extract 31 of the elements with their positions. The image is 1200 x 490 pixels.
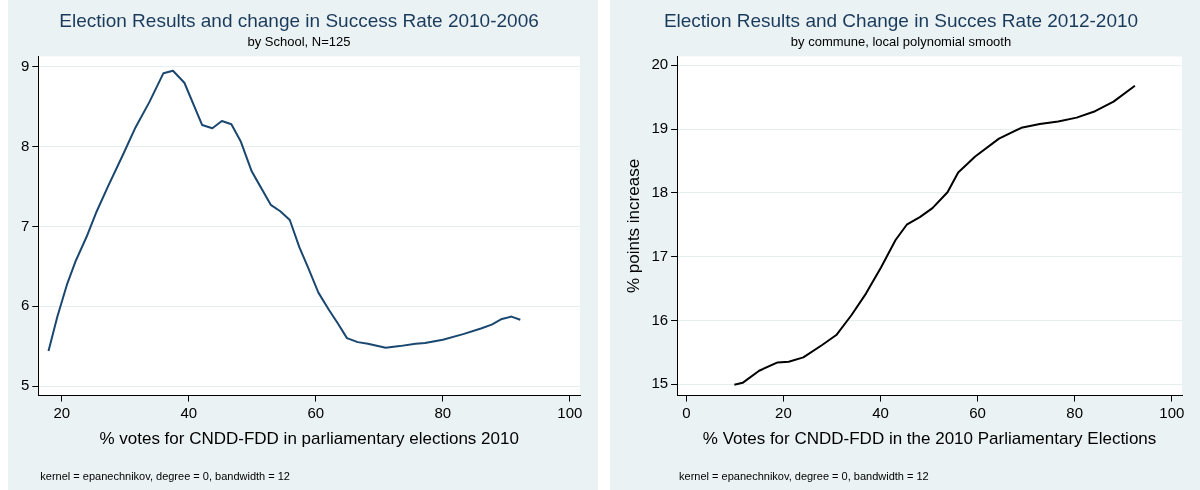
y-tick-label: 9 (21, 56, 30, 74)
y-tick-label: 19 (651, 119, 669, 137)
x-tick-label: 20 (775, 403, 792, 421)
x-tick-label: 100 (557, 403, 583, 421)
x-axis-title: % votes for CNDD-FDD in parliamentary elections 2010 (99, 429, 519, 449)
x-tick-label: 60 (969, 403, 986, 421)
y-tick-label: 17 (651, 246, 669, 264)
y-tick-label: 7 (21, 216, 30, 234)
chart-title: Election Results and Change in Succes Rate 2012-2010 (663, 9, 1139, 31)
y-tick-label: 5 (21, 376, 30, 394)
text: kernel = epanechnikov, degree = 0, bandwidth = 12 (40, 470, 290, 482)
x-tick-label: 100 (1159, 403, 1185, 421)
y-tick-label: 15 (651, 374, 669, 392)
y-tick-label: 8 (21, 136, 30, 154)
x-tick-label: 40 (180, 403, 198, 421)
y-axis-title: % points increase (623, 158, 643, 294)
x-tick-label: 20 (53, 403, 71, 421)
y-tick-label: 20 (651, 55, 669, 73)
x-tick-label: 0 (682, 403, 691, 421)
x-tick-label: 80 (434, 403, 452, 421)
chart-subtitle: by School, N=125 (247, 34, 351, 50)
x-axis-title: % Votes for CNDD-FDD in the 2010 Parliamentary Elections (702, 429, 1157, 449)
y-tick-label: 6 (21, 296, 30, 314)
text: kernel = epanechnikov, degree = 0, bandwidth = 12 (679, 470, 929, 482)
chart-title: Election Results and change in Success Rate 2010-2006 (59, 9, 539, 31)
y-tick-label: 18 (651, 182, 669, 200)
chart-subtitle: by commune, local polynomial smooth (790, 34, 1012, 50)
x-tick-label: 80 (1066, 403, 1084, 421)
x-tick-label: 60 (307, 403, 325, 421)
y-tick-label: 16 (651, 310, 669, 328)
x-tick-label: 40 (872, 403, 889, 421)
